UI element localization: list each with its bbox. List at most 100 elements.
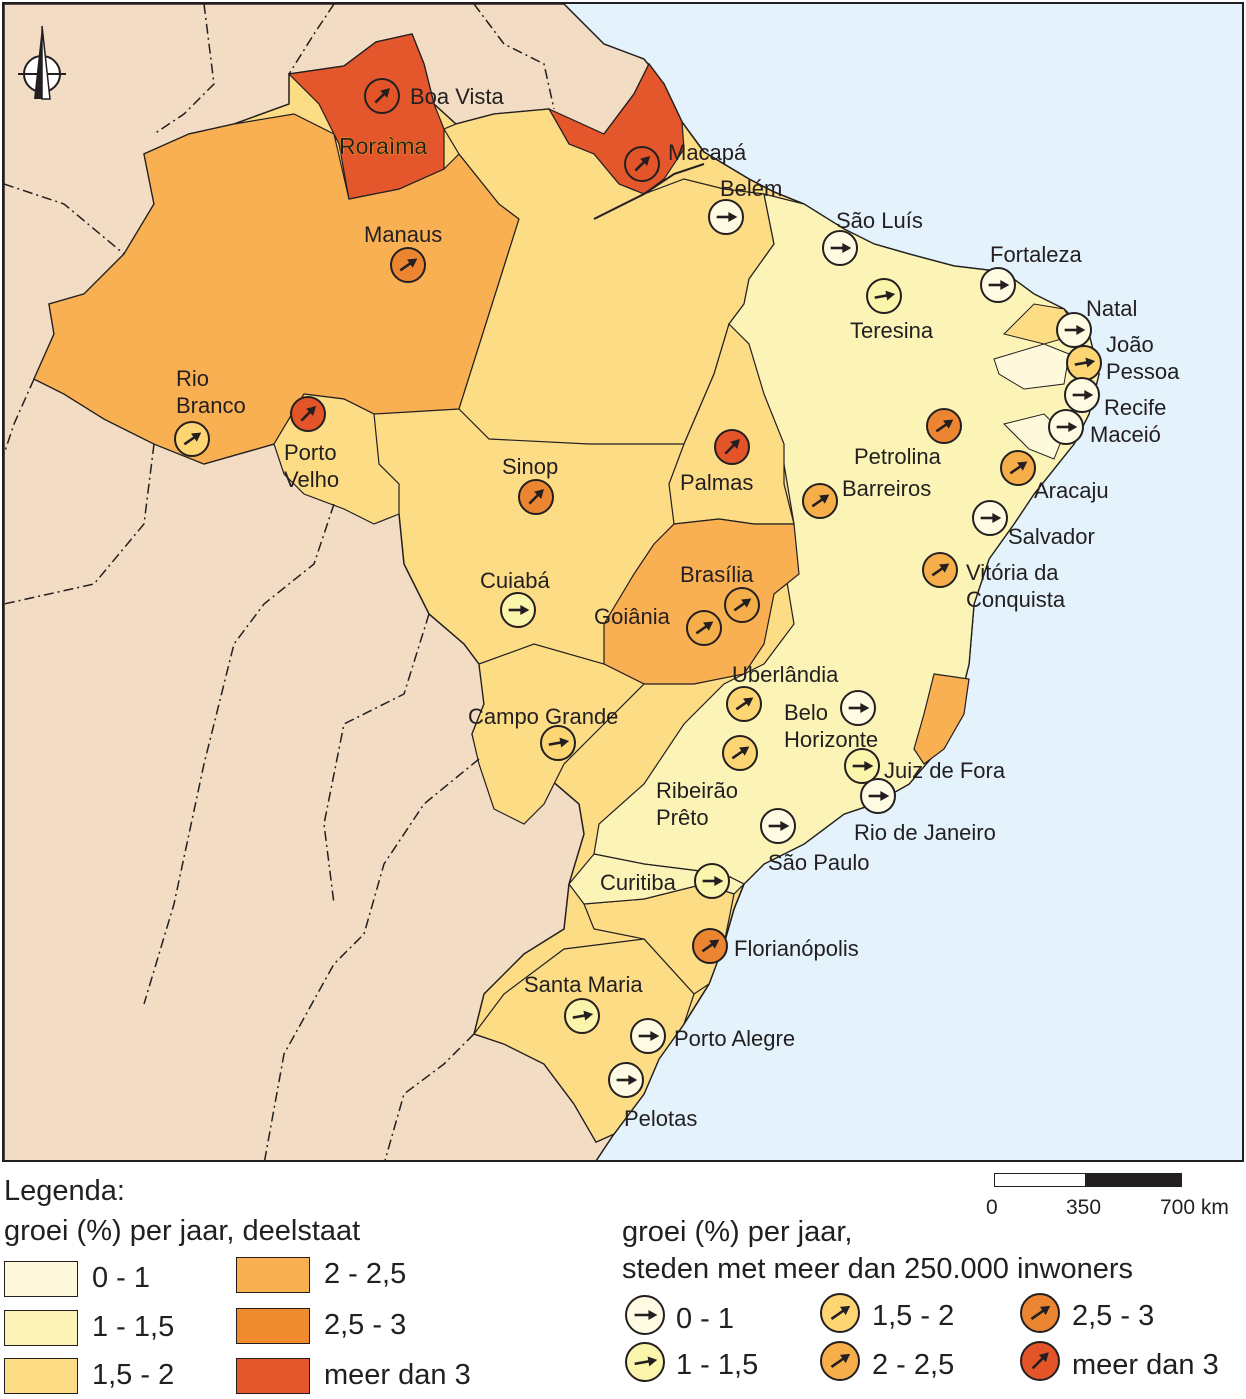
arrow-icon — [768, 821, 790, 831]
city-symbol-natal — [1056, 312, 1092, 348]
arrow-icon — [399, 258, 418, 272]
city-symbol-legend-5 — [1020, 1293, 1060, 1333]
city-label-petrolina: Petrolina — [854, 444, 942, 469]
arrow-icon — [868, 791, 890, 801]
city-symbol-pelotas — [608, 1062, 644, 1098]
city-symbol-petrolina — [926, 408, 962, 444]
arrow-icon — [508, 605, 530, 615]
arrow-icon — [724, 438, 741, 455]
legend-state-class-4: 2 - 2,5 — [324, 1258, 407, 1290]
legend-city-class-6: meer dan 3 — [1072, 1349, 1219, 1381]
arrow-icon — [874, 290, 896, 301]
scale-tick-0: 0 — [986, 1196, 998, 1219]
legend-state-class-3: 1,5 - 2 — [92, 1359, 175, 1391]
city-label-uberl-ndia: Uberlândia — [732, 662, 839, 687]
scale-tick-350: 350 — [1066, 1196, 1102, 1219]
legend-state-class-6: meer dan 3 — [324, 1359, 471, 1391]
city-symbol-palmas — [714, 429, 750, 465]
city-label-florian-polis: Florianópolis — [734, 936, 859, 961]
city-label-ribeir-o-pr-to: Ribeirão Prêto — [656, 778, 738, 830]
legend-swatch-3-plus — [236, 1358, 310, 1394]
city-label-bras-lia: Brasília — [680, 562, 754, 587]
city-label-teresina: Teresina — [850, 318, 934, 343]
arrow-icon — [1009, 461, 1028, 475]
city-label-aracaju: Aracaju — [1034, 478, 1109, 503]
country-borders — [4, 4, 555, 1160]
city-label-recife: Recife — [1104, 395, 1166, 420]
arrow-icon — [528, 488, 545, 505]
city-label-macei-: Maceió — [1090, 422, 1161, 447]
legend-title: Legenda: — [4, 1175, 125, 1207]
arrow-icon — [638, 1031, 660, 1041]
north-arrow-icon — [18, 25, 66, 100]
city-symbol-teresina — [866, 278, 902, 314]
arrow-icon — [374, 87, 391, 104]
city-symbol-bel-m — [708, 199, 744, 235]
city-symbol-curitiba — [694, 863, 730, 899]
legend-swatch-1-5-2 — [4, 1358, 78, 1394]
arrow-icon — [716, 212, 738, 222]
city-label-vit-ria-da-conquista: Vitória da Conquista — [966, 560, 1066, 612]
arrow-icon — [988, 280, 1010, 290]
arrow-icon — [701, 939, 720, 953]
city-symbol-bras-lia — [724, 587, 760, 623]
legend-city-class-1: 0 - 1 — [676, 1303, 735, 1335]
city-symbol-sinop — [518, 479, 554, 515]
city-label-manaus: Manaus — [364, 222, 442, 247]
city-label-porto-velho: Porto Velho — [284, 440, 339, 492]
city-symbol-porto-velho — [290, 396, 326, 432]
city-symbol-goi-nia — [686, 610, 722, 646]
city-label-natal: Natal — [1086, 296, 1137, 321]
arrow-icon — [848, 703, 870, 713]
map-frame: Roraìma Boa Vista Macapá Belém São Luís Fort… — [2, 2, 1244, 1162]
city-symbol-legend-1 — [625, 1295, 665, 1335]
city-label-macap-: Macapá — [668, 140, 747, 165]
legend-swatch-0-1 — [4, 1261, 78, 1297]
legend-swatch-2-2-5 — [236, 1257, 310, 1293]
legend-cities-heading-1: groei (%) per jaar, — [622, 1216, 853, 1248]
arrow-icon — [695, 621, 714, 635]
arrow-icon — [830, 1353, 851, 1369]
city-symbol-legend-3 — [820, 1293, 860, 1333]
city-symbol-belo-horizonte — [840, 690, 876, 726]
city-symbol-fortaleza — [980, 267, 1016, 303]
city-symbol-s-o-paulo — [760, 808, 796, 844]
legend-city-class-5: 2,5 - 3 — [1072, 1300, 1155, 1332]
state-goias — [603, 518, 800, 685]
city-symbol-legend-2 — [625, 1342, 665, 1382]
city-symbol-rio-branco — [174, 421, 210, 457]
arrow-icon — [830, 243, 852, 253]
city-symbol-recife — [1064, 377, 1100, 413]
city-symbol-macei- — [1048, 409, 1084, 445]
city-label-sinop: Sinop — [502, 454, 558, 479]
arrow-icon — [1074, 357, 1096, 368]
legend-swatch-1-1-5 — [4, 1310, 78, 1346]
city-symbol-santa-maria — [564, 998, 600, 1034]
arrow-icon — [935, 419, 954, 433]
arrow-icon — [980, 513, 1002, 523]
state-parana — [568, 853, 746, 905]
city-label-goi-nia: Goiânia — [594, 604, 671, 629]
arrow-icon — [852, 761, 874, 771]
legend-state-class-2: 1 - 1,5 — [92, 1311, 175, 1343]
arrow-icon — [616, 1075, 638, 1085]
legend-state-class-1: 0 - 1 — [92, 1262, 151, 1294]
legend-city-class-3: 1,5 - 2 — [872, 1300, 955, 1332]
arrow-icon — [1031, 1352, 1049, 1370]
city-label-cuiab-: Cuiabá — [480, 568, 550, 593]
city-symbol-legend-4 — [820, 1341, 860, 1381]
arrow-icon — [548, 737, 570, 748]
city-label-juiz-de-fora: Juiz de Fora — [884, 758, 1006, 783]
scale-tick-700: 700 km — [1160, 1196, 1229, 1219]
arrow-icon — [830, 1305, 851, 1321]
arrow-icon — [1064, 325, 1086, 335]
arrow-icon — [183, 432, 202, 446]
arrow-icon — [735, 697, 754, 711]
city-label-s-o-paulo: São Paulo — [768, 850, 870, 875]
city-label-rio-de-janeiro: Rio de Janeiro — [854, 820, 996, 845]
city-label-pelotas: Pelotas — [624, 1106, 697, 1131]
city-symbol-juiz-de-fora — [844, 748, 880, 784]
city-symbol-florian-polis — [692, 928, 728, 964]
city-symbol-rio-de-janeiro — [860, 778, 896, 814]
